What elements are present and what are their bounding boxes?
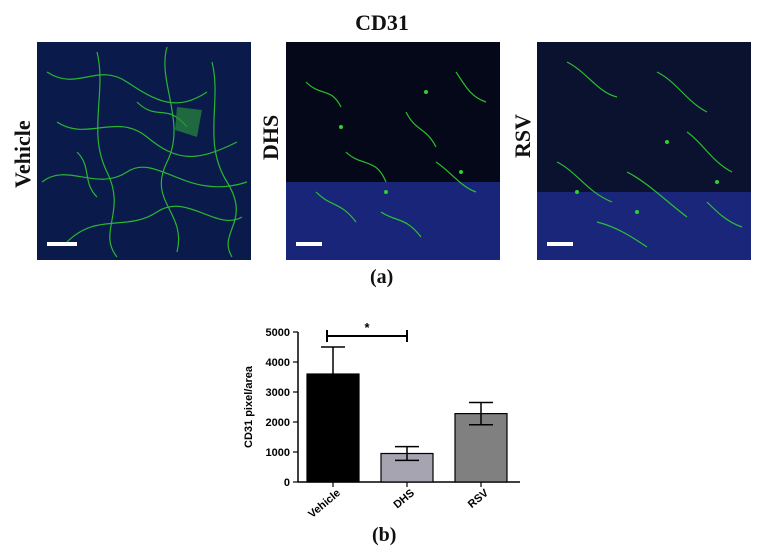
panel-label-dhs: DHS <box>258 114 283 160</box>
micrograph-rsv-image <box>537 42 751 260</box>
panel-label-vehicle: Vehicle <box>10 120 35 188</box>
y-tick-label: 4000 <box>266 357 290 369</box>
panel-a-label: (a) <box>370 266 394 288</box>
y-tick-label: 5000 <box>266 327 290 339</box>
y-tick-label: 1000 <box>266 447 290 459</box>
x-tick-label-rsv: RSV <box>466 487 492 511</box>
y-tick-label: 3000 <box>266 387 290 399</box>
panel-b-label: (b) <box>372 524 397 546</box>
scale-bar-dhs <box>296 242 322 246</box>
micrograph-vehicle <box>37 42 251 260</box>
micrograph-vehicle-image <box>37 42 251 260</box>
x-tick-label-dhs: DHS <box>391 487 417 511</box>
micrograph-dhs-image <box>286 42 500 260</box>
scale-bar-vehicle <box>47 242 77 246</box>
significance-label: * <box>364 320 370 335</box>
y-tick-label: 0 <box>284 477 290 489</box>
panel-label-rsv: RSV <box>510 113 535 158</box>
y-tick-label: 2000 <box>266 417 290 429</box>
y-axis-label: CD31 pixel/area <box>243 365 255 448</box>
micrograph-dhs <box>286 42 500 260</box>
figure-title: CD31 <box>355 10 409 35</box>
x-tick-label-vehicle: Vehicle <box>306 487 343 521</box>
scale-bar-rsv <box>547 242 573 246</box>
bar-chart: 0 1000 2000 3000 4000 5000 CD31 pixel/area Vehi… <box>243 320 520 521</box>
micrograph-rsv <box>537 42 751 260</box>
